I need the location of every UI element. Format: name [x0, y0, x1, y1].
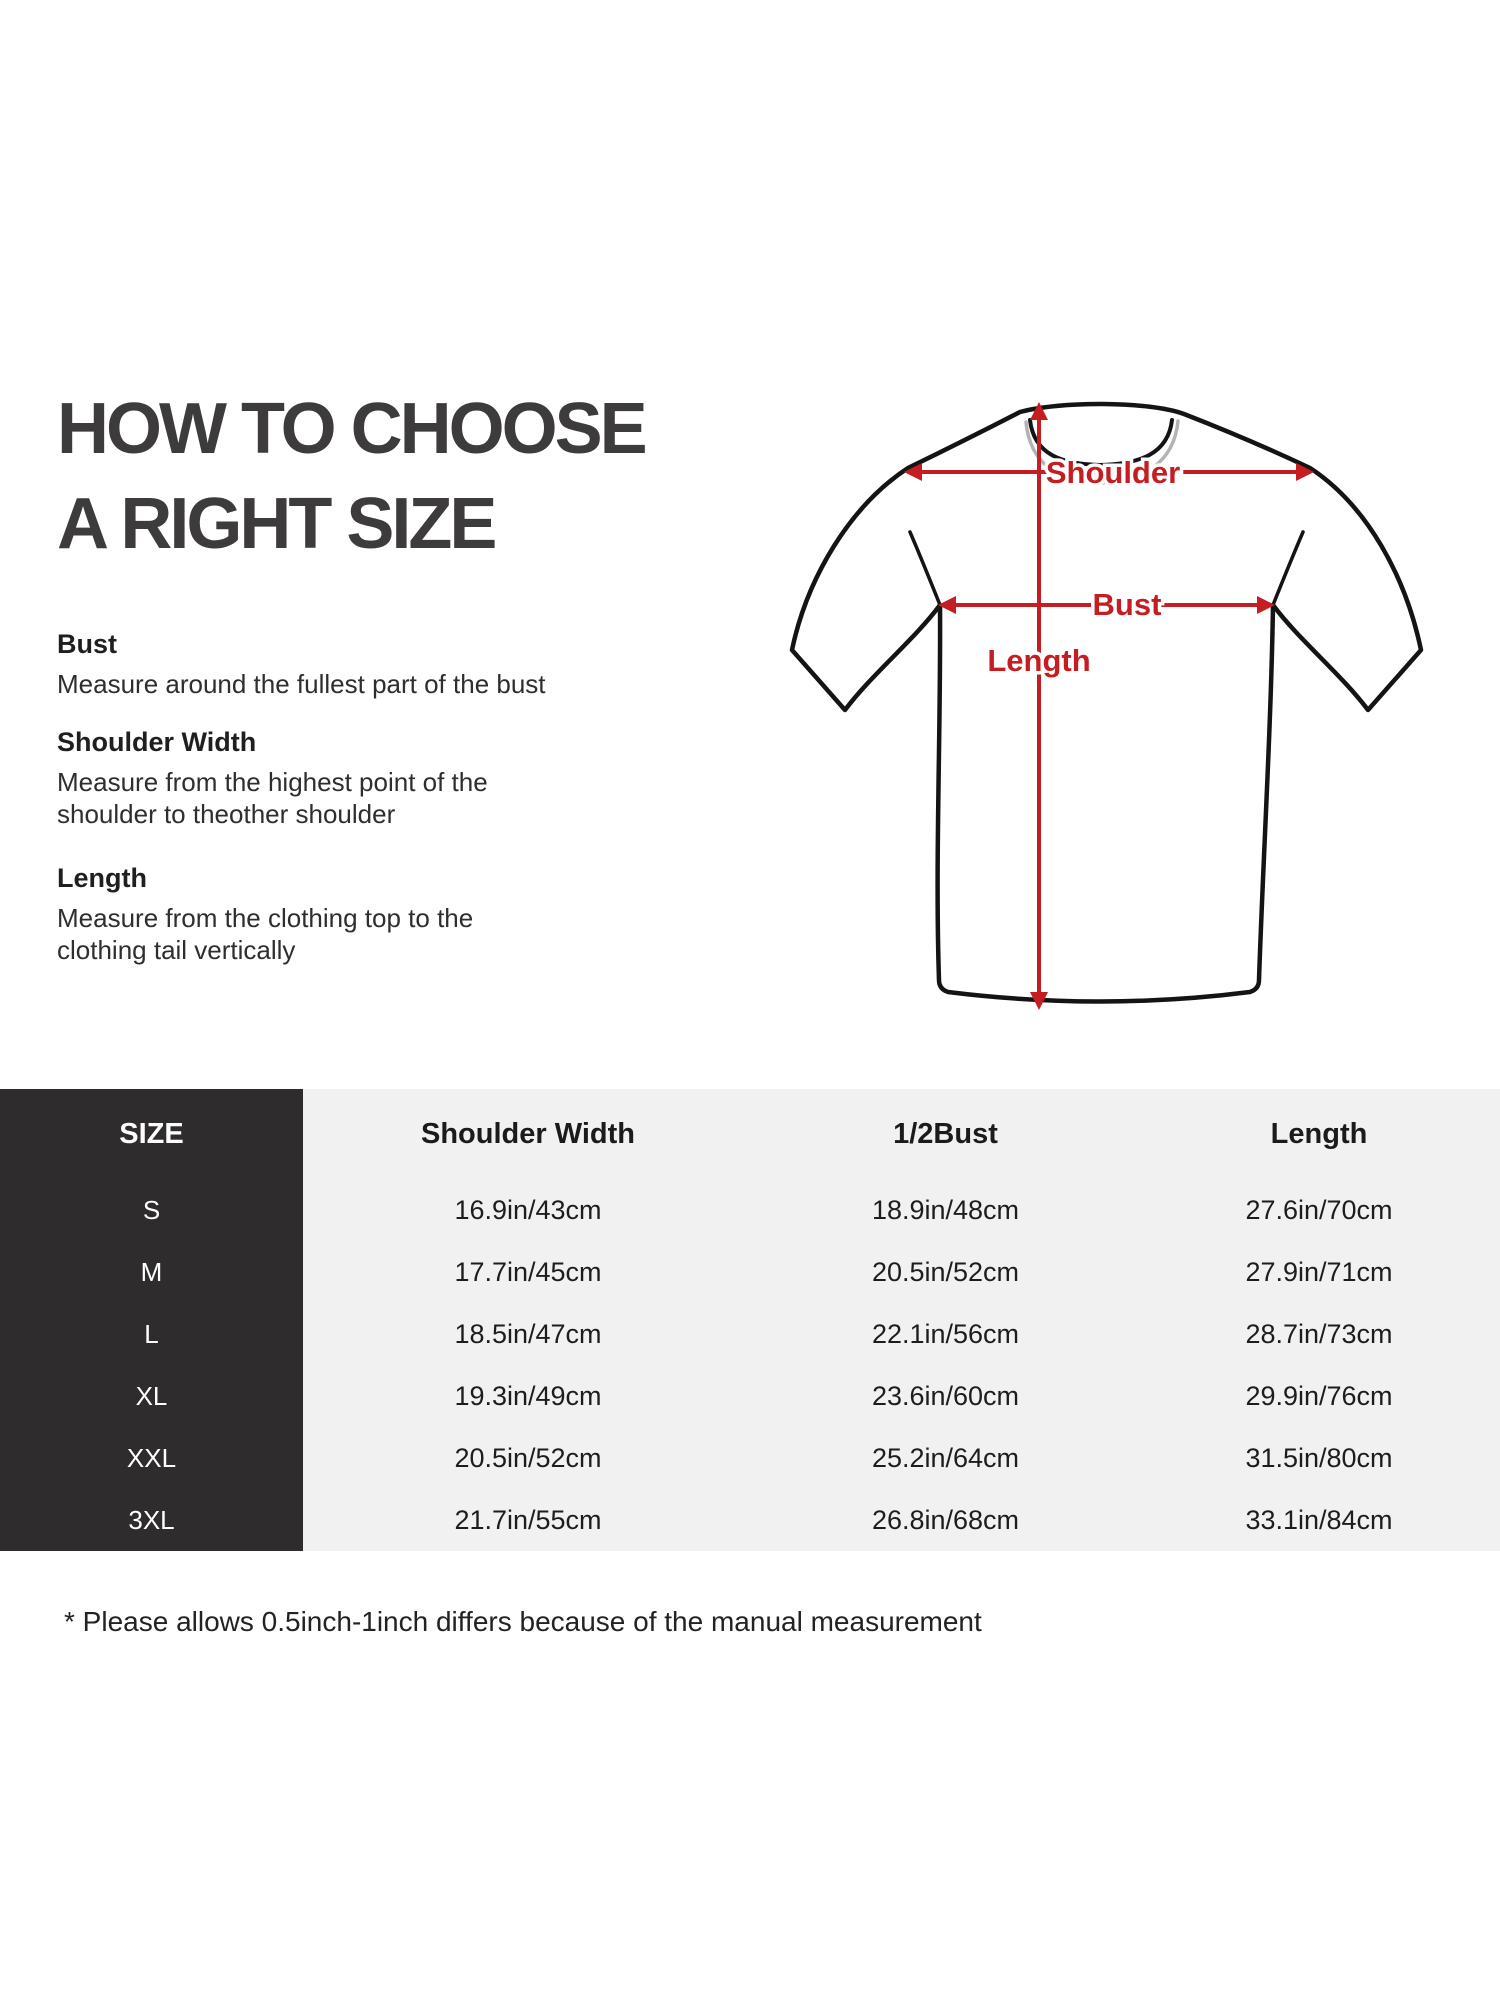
length-arrow-label: Length: [987, 643, 1090, 678]
column-header-length: Length: [1270, 1117, 1368, 1150]
page-title-line1: HOW TO CHOOSE: [57, 389, 648, 469]
cell-xl-shoulder: 19.3in/49cm: [454, 1380, 602, 1411]
cell-3xl-bust: 26.8in/68cm: [871, 1504, 1020, 1535]
row-label-l: L: [144, 1318, 159, 1349]
shoulder-arrowhead-left: [904, 463, 922, 481]
tshirt-outline-shape: [789, 401, 1424, 1004]
row-label-s: S: [142, 1194, 161, 1225]
shoulder-arrow-label: Shoulder: [1046, 455, 1180, 490]
size-table: SIZE Shoulder Width 1/2Bust Length S 16.…: [0, 1089, 1500, 1551]
length-arrowhead-bottom: [1030, 992, 1048, 1010]
instruction-bust-line1: Measure around the fullest part of the b…: [57, 669, 546, 699]
row-label-xl: XL: [135, 1380, 168, 1411]
cell-m-shoulder: 17.7in/45cm: [454, 1256, 602, 1287]
cell-3xl-shoulder: 21.7in/55cm: [454, 1504, 602, 1535]
page-title-line2: A RIGHT SIZE: [57, 484, 497, 564]
measurement-disclaimer: * Please allows 0.5inch-1inch differs be…: [64, 1606, 982, 1637]
length-arrowhead-top: [1030, 402, 1048, 420]
instruction-shoulder-line2: shoulder to theother shoulder: [57, 799, 396, 829]
instruction-length-line2: clothing tail vertically: [57, 935, 296, 965]
cell-xxl-length: 31.5in/80cm: [1245, 1442, 1393, 1473]
page-title: HOW TO CHOOSE A RIGHT SIZE: [57, 382, 648, 572]
cell-xxl-shoulder: 20.5in/52cm: [454, 1442, 602, 1473]
instruction-shoulder-heading: Shoulder Width: [57, 727, 257, 757]
instruction-length-line1: Measure from the clothing top to the: [57, 903, 474, 933]
cell-xxl-bust: 25.2in/64cm: [871, 1442, 1020, 1473]
instruction-shoulder: Shoulder Width Measure from the highest …: [57, 726, 488, 830]
cell-s-length: 27.6in/70cm: [1245, 1194, 1393, 1225]
row-label-m: M: [140, 1256, 163, 1287]
instruction-bust-heading: Bust: [57, 629, 117, 659]
cell-l-shoulder: 18.5in/47cm: [454, 1318, 602, 1349]
cell-l-length: 28.7in/73cm: [1245, 1318, 1393, 1349]
cell-s-bust: 18.9in/48cm: [871, 1194, 1020, 1225]
column-header-size: SIZE: [119, 1117, 184, 1150]
row-label-xxl: XXL: [126, 1442, 177, 1473]
row-label-3xl: 3XL: [128, 1504, 175, 1535]
column-header-half-bust: 1/2Bust: [893, 1117, 998, 1150]
column-header-shoulder-width: Shoulder Width: [421, 1117, 635, 1150]
cell-xl-length: 29.9in/76cm: [1245, 1380, 1393, 1411]
bust-arrowhead-right: [1257, 596, 1275, 614]
right-armpit-seam: [1271, 530, 1305, 607]
shoulder-arrowhead-right: [1296, 463, 1314, 481]
cell-s-shoulder: 16.9in/43cm: [454, 1194, 602, 1225]
cell-xl-bust: 23.6in/60cm: [871, 1380, 1020, 1411]
left-armpit-seam: [908, 530, 942, 607]
bust-arrow-label: Bust: [1093, 587, 1162, 622]
instruction-length: Length Measure from the clothing top to …: [57, 862, 473, 966]
cell-m-length: 27.9in/71cm: [1245, 1256, 1393, 1287]
instruction-bust: Bust Measure around the fullest part of …: [57, 628, 546, 700]
instruction-shoulder-line1: Measure from the highest point of the: [57, 767, 488, 797]
cell-l-bust: 22.1in/56cm: [871, 1318, 1020, 1349]
instruction-length-heading: Length: [57, 863, 147, 893]
size-table-grid: SIZE Shoulder Width 1/2Bust Length S 16.…: [0, 1089, 1500, 1551]
tshirt-measurement-diagram: Shoulder Bust Length: [789, 401, 1424, 1010]
size-table-dark-column: [0, 1089, 303, 1551]
cell-3xl-length: 33.1in/84cm: [1245, 1504, 1393, 1535]
cell-m-bust: 20.5in/52cm: [871, 1256, 1020, 1287]
bust-arrowhead-left: [938, 596, 956, 614]
